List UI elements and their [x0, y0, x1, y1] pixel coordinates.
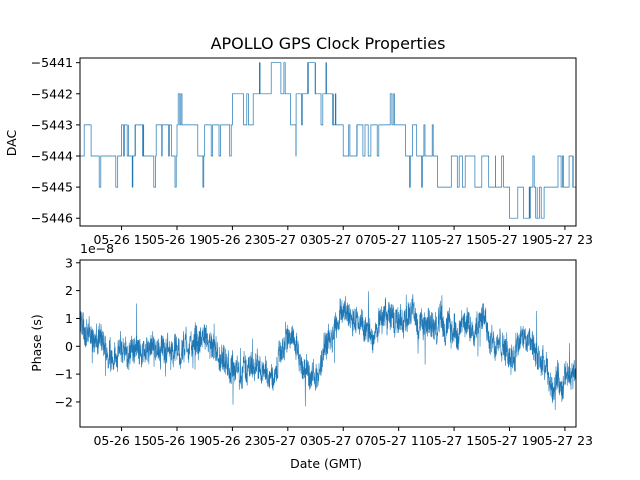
phase-x-tick-label: 05-26 19 [149, 433, 205, 448]
phase-y-tick-label: 3 [65, 255, 73, 270]
dac-plot-frame [79, 57, 577, 227]
dac-x-tick-label: 05-27 07 [315, 232, 371, 247]
phase-x-tick-label: 05-27 23 [537, 433, 593, 448]
date-axis-label: Date (GMT) [290, 456, 362, 471]
dac-y-tick-label: −5443 [31, 117, 73, 132]
dac-y-tick-label: −5446 [31, 211, 73, 226]
phase-x-tick-label: 05-27 19 [481, 433, 537, 448]
dac-y-tick-label: −5444 [31, 149, 73, 164]
dac-x-tick-label: 05-26 15 [93, 232, 149, 247]
dac-y-ticks: −5441 −5442 −5443 −5444 −5445 −5446 [31, 55, 80, 226]
dac-x-tick-label: 05-27 11 [371, 232, 427, 247]
phase-y-ticks: 3 2 1 0 −1 −2 [55, 255, 80, 409]
dac-plot-area [80, 62, 576, 219]
phase-scale-label: 1e−8 [80, 241, 114, 256]
phase-y-tick-label: −2 [55, 394, 73, 409]
dac-x-tick-label: 05-27 15 [426, 232, 482, 247]
phase-y-tick-label: 2 [65, 283, 73, 298]
dac-x-tick-label: 05-26 23 [204, 232, 260, 247]
phase-x-tick-label: 05-26 23 [204, 433, 260, 448]
y-axis-label: DAC [4, 129, 19, 156]
phase-y-tick-label: 1 [65, 311, 73, 326]
dac-x-tick-label: 05-27 03 [260, 232, 316, 247]
dac-x-ticks: 05-26 15 05-26 19 05-26 23 05-27 03 05-27 07… [93, 226, 593, 247]
dac-series-line [80, 62, 576, 219]
phase-series-line [79, 291, 577, 411]
phase-y-tick-label: −1 [55, 367, 73, 382]
phase-x-tick-label: 05-27 07 [315, 433, 371, 448]
dac-x-tick-label: 05-27 23 [537, 232, 593, 247]
phase-axis-label: Phase (s) [29, 314, 44, 372]
phase-x-tick-label: 05-27 11 [371, 433, 427, 448]
phase-x-tick-label: 05-26 15 [93, 433, 149, 448]
phase-y-tick-label: 0 [65, 339, 73, 354]
dac-chart: APOLLO GPS Clock Properties DAC −5441−54… [4, 34, 593, 247]
dac-y-tick-label: −5441 [31, 55, 73, 70]
phase-x-ticks: 05-26 15 05-26 19 05-26 23 05-27 03 05-27 07… [93, 427, 593, 448]
phase-x-tick-label: 05-27 03 [260, 433, 316, 448]
dac-y-tick-label: −5442 [31, 86, 73, 101]
dac-x-tick-label: 05-26 19 [149, 232, 205, 247]
dac-x-tick-label: 05-27 19 [481, 232, 537, 247]
phase-plot-frame [79, 259, 577, 428]
dac-y-tick-label: −5445 [31, 180, 73, 195]
phase-plot-area [79, 291, 577, 411]
dac-axis-label: DAC [4, 129, 19, 156]
phase-chart: 1e−8 Phase (s) Date (GMT) 3 2 1 0 −1 −2 05-26… [29, 241, 593, 471]
phase-x-tick-label: 05-27 15 [426, 433, 482, 448]
chart-title: APOLLO GPS Clock Properties [211, 34, 446, 53]
